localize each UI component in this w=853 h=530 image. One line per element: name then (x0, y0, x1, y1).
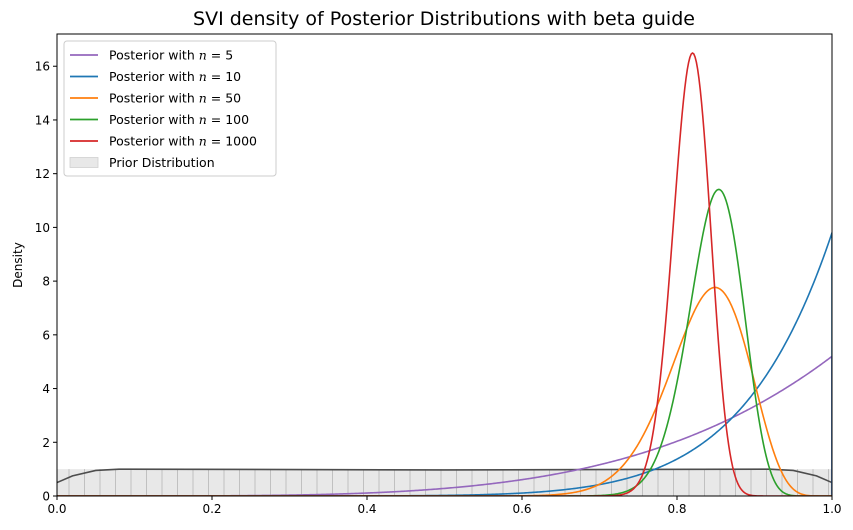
legend: Posterior with n = 5 Posterior with n = 1… (63, 40, 277, 177)
y-tick-label: 4 (42, 382, 50, 396)
prior-distribution (57, 468, 832, 496)
chart-title: SVI density of Posterior Distributions w… (193, 8, 695, 30)
legend-swatch-prior (69, 157, 99, 168)
legend-label-4: Posterior with n = 1000 (109, 134, 257, 149)
prior-hatch (57, 469, 832, 496)
x-tick-label: 1.0 (822, 502, 841, 516)
y-tick-label: 14 (35, 113, 50, 127)
prior-kde-line (57, 468, 832, 484)
plot-frame (56, 33, 833, 497)
legend-label-2: Posterior with n = 50 (109, 91, 241, 106)
y-axis-label: Density (11, 242, 25, 288)
x-tick-label: 0.2 (202, 502, 221, 516)
y-tick-label: 0 (42, 490, 50, 504)
y-tick-label: 8 (42, 275, 50, 289)
legend-label-1: Posterior with n = 10 (109, 69, 241, 84)
legend-label-3: Posterior with n = 100 (109, 112, 249, 127)
y-axis: 0 2 4 6 8 10 12 14 16 (35, 60, 57, 504)
legend-label-0: Posterior with n = 5 (109, 48, 233, 63)
series-line-4 (57, 52, 832, 496)
series-line-2 (57, 286, 832, 496)
x-axis: 0.0 0.2 0.4 0.6 0.8 1.0 (47, 496, 842, 516)
legend-label-prior: Prior Distribution (109, 155, 215, 170)
y-tick-label: 10 (35, 221, 50, 235)
x-tick-label: 0.0 (47, 502, 66, 516)
y-tick-label: 2 (42, 436, 50, 450)
x-tick-label: 0.8 (667, 502, 686, 516)
y-tick-label: 16 (35, 60, 50, 74)
y-tick-label: 6 (42, 328, 50, 342)
plot-area (57, 52, 832, 496)
x-tick-label: 0.6 (512, 502, 531, 516)
series-line-3 (57, 188, 832, 496)
y-tick-label: 12 (35, 167, 50, 181)
legend-box (63, 40, 277, 177)
series-line-1 (57, 231, 832, 496)
x-tick-label: 0.4 (357, 502, 376, 516)
